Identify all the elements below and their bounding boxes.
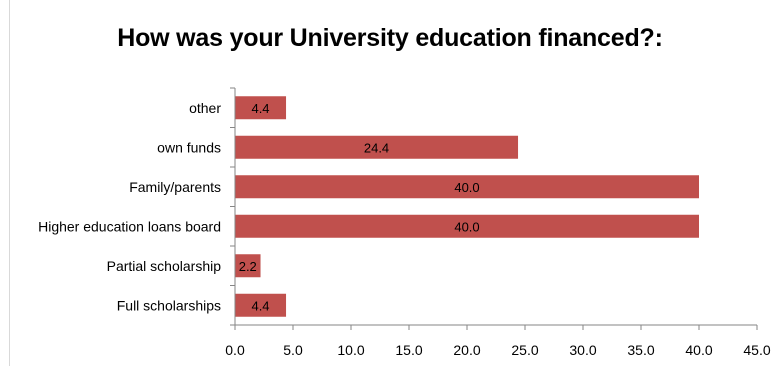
category-label: Higher education loans board [38, 218, 221, 234]
data-label: 4.4 [251, 298, 269, 313]
x-tick-label: 5.0 [283, 342, 303, 358]
labels-group: Full scholarships 4.4 Partial scholarship 2… [38, 87, 771, 358]
bar-0 [235, 293, 287, 317]
x-tick-label: 20.0 [453, 342, 480, 358]
category-label: Partial scholarship [107, 258, 222, 274]
category-label: own funds [157, 139, 221, 155]
x-tick-label: 0.0 [225, 342, 245, 358]
data-label: 40.0 [454, 180, 479, 195]
data-label: 40.0 [454, 219, 479, 234]
bar-1 [235, 254, 261, 278]
x-tick-label: 30.0 [569, 342, 596, 358]
chart-frame [9, 0, 780, 366]
x-tick-label: 15.0 [395, 342, 422, 358]
bar-5 [235, 96, 287, 120]
bar-3 [235, 175, 699, 199]
x-tick-label: 25.0 [511, 342, 538, 358]
x-tick-label: 45.0 [743, 342, 770, 358]
x-tick-label: 35.0 [627, 342, 654, 358]
data-label: 4.4 [251, 101, 269, 116]
category-label: other [189, 100, 221, 116]
x-tick-label: 40.0 [685, 342, 712, 358]
data-label: 2.2 [239, 259, 257, 274]
data-label: 24.4 [364, 140, 389, 155]
chart-title: How was your University education financ… [117, 24, 663, 52]
x-tick-label: 10.0 [337, 342, 364, 358]
bar-2 [235, 214, 699, 238]
bar-4 [235, 135, 519, 159]
category-label: Family/parents [129, 179, 221, 195]
category-label: Full scholarships [117, 297, 221, 313]
bars-group [235, 96, 699, 317]
